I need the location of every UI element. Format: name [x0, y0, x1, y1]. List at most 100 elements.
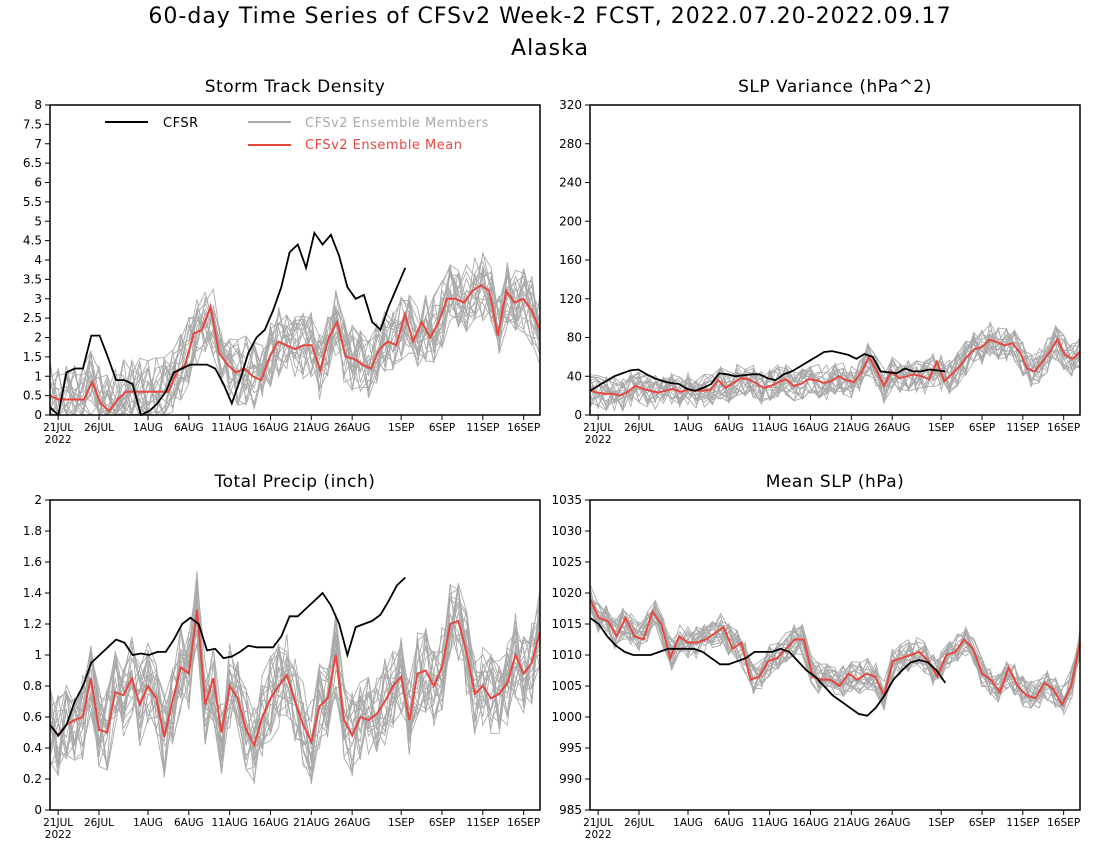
x-tick-label: 1SEP: [388, 817, 414, 829]
y-tick-label: 320: [559, 98, 582, 112]
x-tick-label: 6SEP: [429, 817, 455, 829]
x-year-label: 2022: [585, 829, 612, 841]
x-tick-label: 21AUG: [833, 422, 869, 434]
y-tick-label: 280: [559, 137, 582, 151]
ensemble-member-line: [49, 588, 541, 785]
ensemble-member-line: [49, 268, 541, 416]
y-tick-label: 3: [34, 292, 42, 306]
x-tick-label: 1AUG: [133, 817, 163, 829]
ensemble-member-line: [49, 273, 541, 416]
y-tick-label: 5.5: [23, 195, 42, 209]
x-tick-label: 6AUG: [174, 422, 204, 434]
x-tick-label: 21AUG: [293, 817, 329, 829]
panel-title: Mean SLP (hPa): [766, 472, 905, 492]
x-tick-label: 11AUG: [211, 422, 247, 434]
x-tick-label: 16AUG: [792, 422, 828, 434]
x-tick-label: 26AUG: [334, 422, 370, 434]
y-tick-label: 0: [574, 408, 582, 422]
ensemble-mean-line: [49, 609, 541, 748]
panel-title: SLP Variance (hPa^2): [738, 77, 932, 97]
x-tick-label: 1SEP: [928, 817, 954, 829]
x-tick-label: 16AUG: [792, 817, 828, 829]
y-tick-label: 1.5: [23, 350, 42, 364]
x-tick-label: 6SEP: [969, 422, 995, 434]
y-tick-label: 0.4: [23, 741, 42, 755]
x-tick-label: 26JUL: [624, 817, 654, 829]
cfsr-line: [589, 350, 946, 392]
x-tick-label: 21AUG: [293, 422, 329, 434]
x-year-label: 2022: [45, 434, 72, 446]
x-tick-label: 26JUL: [624, 422, 654, 434]
ensemble-member-line: [589, 596, 1081, 709]
x-tick-label: 26JUL: [84, 817, 114, 829]
x-tick-label: 6SEP: [429, 422, 455, 434]
x-tick-label: 26AUG: [874, 817, 910, 829]
y-tick-label: 6.5: [23, 156, 42, 170]
x-tick-label: 1AUG: [673, 422, 703, 434]
ensemble-member-line: [589, 330, 1081, 408]
y-tick-label: 2.5: [23, 311, 42, 325]
y-tick-label: 1025: [551, 555, 582, 569]
legend-cfsr-label: CFSR: [163, 116, 199, 131]
x-year-label: 2022: [585, 434, 612, 446]
ensemble-member-line: [49, 270, 541, 417]
x-tick-label: 11SEP: [1006, 817, 1039, 829]
y-tick-label: 2: [34, 331, 42, 345]
y-tick-label: 0.2: [23, 772, 42, 786]
ensemble-member-line: [589, 334, 1081, 405]
x-tick-label: 6AUG: [714, 422, 744, 434]
y-tick-label: 2: [34, 493, 42, 507]
y-tick-label: 1030: [551, 524, 582, 538]
x-tick-label: 1SEP: [388, 422, 414, 434]
y-tick-label: 1020: [551, 586, 582, 600]
ensemble-member-line: [49, 257, 541, 417]
y-tick-label: 1015: [551, 617, 582, 631]
ensemble-member-line: [589, 593, 1081, 703]
ensemble-member-line: [589, 597, 1081, 708]
plot-frame: [589, 499, 1081, 811]
y-tick-label: 7: [34, 137, 42, 151]
x-tick-label: 1AUG: [133, 422, 163, 434]
legend-members-label: CFSv2 Ensemble Members: [305, 116, 489, 131]
x-tick-label: 21JUL: [43, 817, 73, 829]
y-tick-label: 1035: [551, 493, 582, 507]
x-tick-label: 26AUG: [874, 422, 910, 434]
y-tick-label: 1005: [551, 679, 582, 693]
y-tick-label: 985: [559, 803, 582, 817]
plot-frame: [589, 104, 1081, 416]
x-tick-label: 21AUG: [833, 817, 869, 829]
ensemble-member-line: [49, 264, 541, 416]
y-tick-label: 120: [559, 292, 582, 306]
x-tick-label: 16AUG: [252, 422, 288, 434]
x-year-label: 2022: [45, 829, 72, 841]
x-tick-label: 6SEP: [969, 817, 995, 829]
ensemble-member-line: [49, 601, 541, 772]
y-tick-label: 0.5: [23, 389, 42, 403]
y-tick-label: 0: [34, 408, 42, 422]
x-tick-label: 11AUG: [751, 422, 787, 434]
y-tick-label: 1: [34, 369, 42, 383]
cfsr-line: [49, 230, 407, 417]
y-tick-label: 4: [34, 253, 42, 267]
x-tick-label: 26JUL: [84, 422, 114, 434]
cfsr-line: [49, 576, 406, 738]
cfsr-line: [589, 617, 947, 717]
y-tick-label: 80: [567, 331, 582, 345]
y-tick-label: 1.4: [23, 586, 42, 600]
y-tick-label: 8: [34, 98, 42, 112]
x-tick-label: 16SEP: [507, 422, 540, 434]
ensemble-mean-line: [589, 598, 1081, 707]
x-tick-label: 11AUG: [211, 817, 247, 829]
x-tick-label: 16SEP: [507, 817, 540, 829]
y-tick-label: 1.6: [23, 555, 42, 569]
x-tick-label: 21JUL: [583, 817, 613, 829]
y-tick-label: 1000: [551, 710, 582, 724]
chart-title: 60-day Time Series of CFSv2 Week-2 FCST,…: [148, 4, 952, 29]
ensemble-mean-line: [49, 283, 541, 413]
x-tick-label: 11SEP: [466, 422, 499, 434]
y-tick-label: 990: [559, 772, 582, 786]
legend-mean-label: CFSv2 Ensemble Mean: [305, 138, 462, 153]
ensemble-member-line: [589, 600, 1081, 708]
ensemble-member-line: [589, 599, 1081, 711]
